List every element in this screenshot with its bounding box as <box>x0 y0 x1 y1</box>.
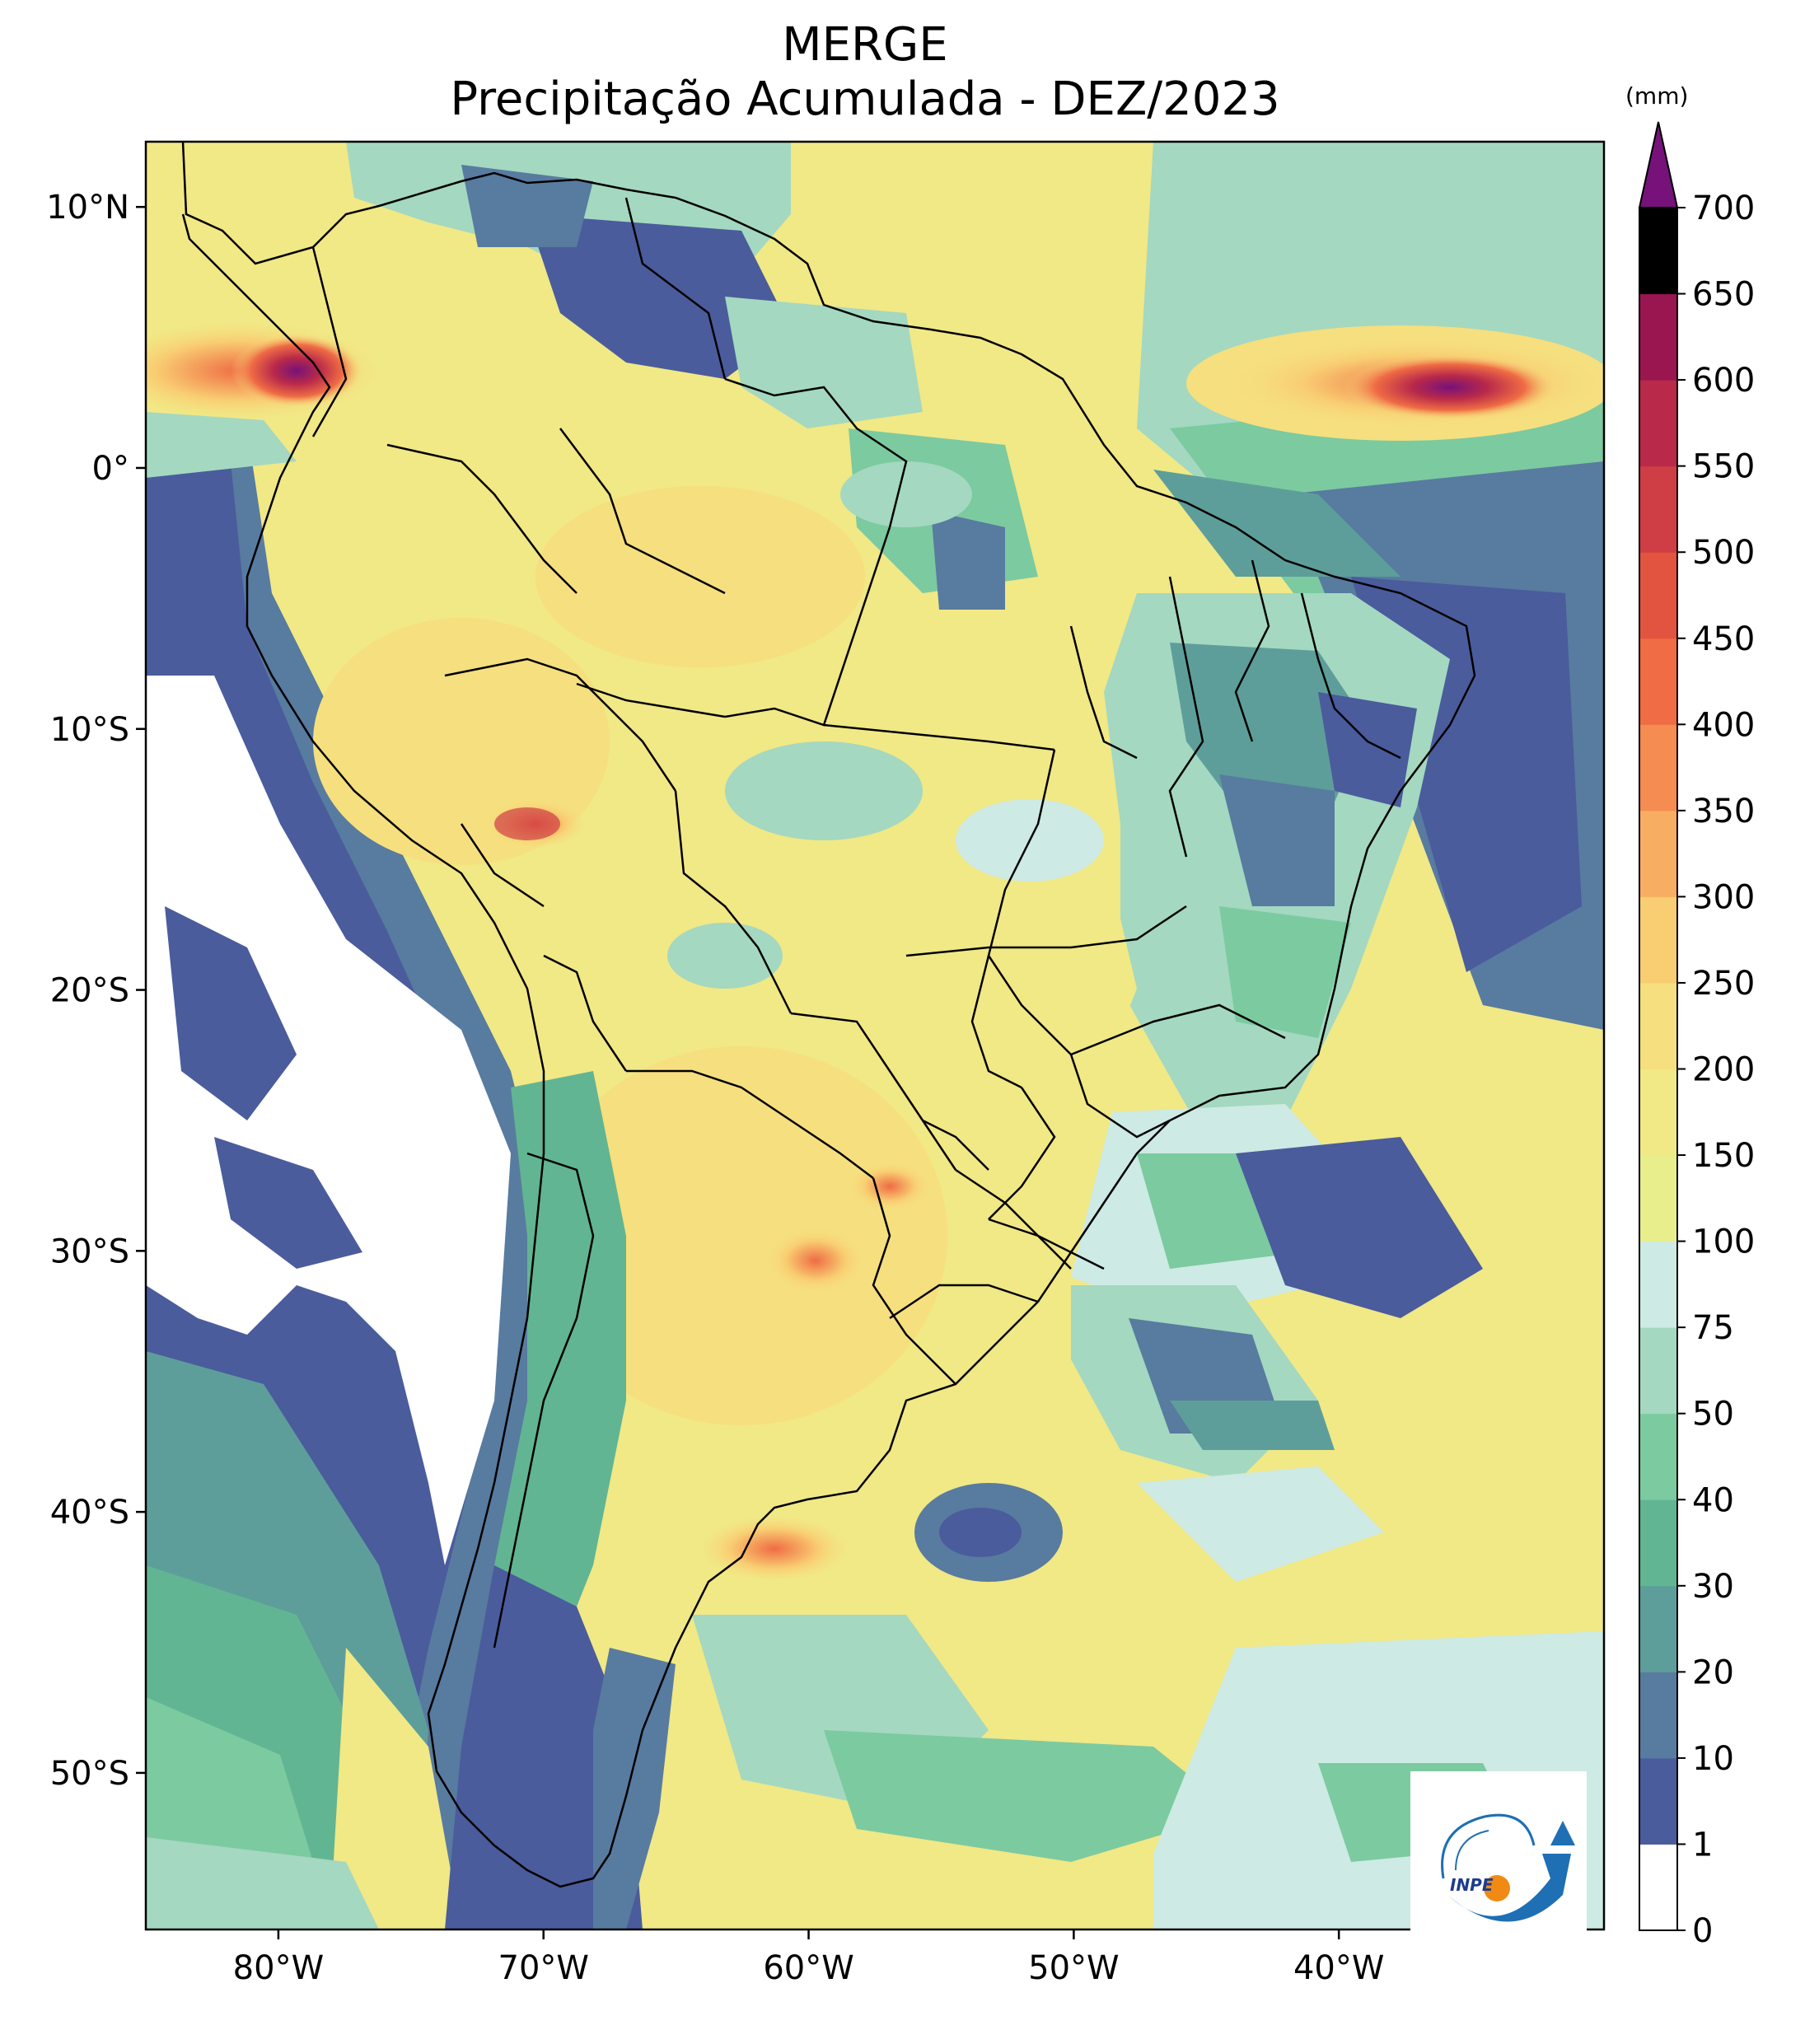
lon-tick-label: 80°W <box>233 1949 324 1987</box>
colorbar: 0 1 10 20 30 40 50 75 100 150 200 250 300 350 400 450 50… <box>1638 121 1755 1950</box>
colorbar-label: 0 <box>1692 1912 1713 1950</box>
colorbar-segment <box>1639 1413 1677 1500</box>
lon-tick-label: 50°W <box>1028 1949 1119 1987</box>
colorbar-label: 300 <box>1692 878 1755 916</box>
state-line <box>905 905 1187 957</box>
map-title: MERGE <box>782 18 948 72</box>
border-line <box>444 657 677 792</box>
state-line <box>460 823 545 908</box>
state-line <box>576 682 726 718</box>
colorbar-segment <box>1639 1844 1677 1931</box>
state-line <box>1069 1054 1171 1139</box>
colorbar-segment <box>1639 1241 1677 1328</box>
colorbar-extend-arrow <box>1638 121 1679 208</box>
colorbar-segment <box>1639 1327 1677 1415</box>
border-line <box>674 790 793 1014</box>
lat-tick-label: 10°S <box>50 711 129 749</box>
colorbar-segment <box>1639 724 1677 812</box>
border-line <box>790 1012 957 1171</box>
colorbar-segment <box>1639 293 1677 381</box>
colorbar-label: 700 <box>1692 189 1755 227</box>
colorbar-segment <box>1639 638 1677 725</box>
state-line <box>988 1087 1056 1220</box>
border-line <box>493 1152 595 1649</box>
colorbar-segment <box>1639 982 1677 1069</box>
colorbar-label: 600 <box>1692 362 1755 400</box>
colorbar-segment <box>1639 1155 1677 1242</box>
boundary-lines <box>181 142 1476 1888</box>
state-line <box>1070 1003 1286 1056</box>
precipitation-field <box>146 142 1604 1929</box>
state-line <box>1234 559 1270 742</box>
border-line <box>955 1168 1072 1270</box>
colorbar-label: 550 <box>1692 448 1755 486</box>
state-line <box>987 749 1072 1055</box>
colorbar-label: 30 <box>1692 1568 1734 1606</box>
colorbar-segment <box>1639 1672 1677 1759</box>
colorbar-label: 150 <box>1692 1137 1755 1175</box>
border-line <box>624 197 727 380</box>
colorbar-label: 100 <box>1692 1223 1755 1261</box>
colorbar-segment <box>1639 552 1677 639</box>
state-line <box>724 526 891 727</box>
border-line <box>386 443 578 594</box>
colorbar-label: 650 <box>1692 276 1755 314</box>
state-line <box>970 955 1022 1089</box>
lon-tick-label: 70°W <box>498 1949 589 1987</box>
lon-tick-label: 60°W <box>763 1949 853 1987</box>
lat-tick-label: 20°S <box>50 972 129 1010</box>
colorbar-segment <box>1639 896 1677 984</box>
lat-tick-label: 50°S <box>50 1755 129 1793</box>
lat-tick-label: 0° <box>92 450 129 488</box>
colorbar-segment <box>1639 1499 1677 1587</box>
longitude-axis: 80°W 70°W 60°W 50°W 40°W <box>233 1929 1384 1987</box>
border-line <box>543 954 628 1072</box>
state-line <box>1168 576 1204 858</box>
state-line <box>823 723 1055 751</box>
latitude-axis: 10°N 0° 10°S 20°S 30°S 40°S 50°S <box>46 189 146 1793</box>
border-line <box>872 1177 956 1385</box>
lon-tick-label: 40°W <box>1293 1949 1384 1987</box>
border-line <box>724 377 908 528</box>
colorbar-label: 200 <box>1692 1051 1755 1089</box>
colorbar-label: 450 <box>1692 620 1755 658</box>
lat-tick-label: 30°S <box>50 1232 129 1270</box>
colorbar-label: 400 <box>1692 706 1755 744</box>
colorbar-label: 250 <box>1692 965 1755 1003</box>
colorbar-segment <box>1639 465 1677 553</box>
logo-text: INPE <box>1450 1875 1494 1895</box>
colorbar-unit: (mm) <box>1625 82 1689 110</box>
border-line <box>311 246 348 437</box>
border-line <box>559 428 726 595</box>
coastline <box>181 142 1476 1888</box>
colorbar-segment <box>1639 810 1677 897</box>
border-line <box>626 1069 874 1179</box>
map-subtitle: Precipitação Acumulada - DEZ/2023 <box>450 72 1280 126</box>
colorbar-label: 75 <box>1692 1309 1734 1347</box>
inpe-logo: INPE <box>1410 1771 1587 1944</box>
inpe-logo-icon: INPE <box>1441 1813 1575 1922</box>
state-line <box>1300 592 1401 760</box>
colorbar-segment <box>1639 208 1677 295</box>
colorbar-label: 50 <box>1692 1396 1734 1434</box>
state-line <box>988 1218 1105 1270</box>
colorbar-segment <box>1639 1585 1677 1672</box>
colorbar-segment <box>1639 380 1677 467</box>
lat-tick-label: 10°N <box>46 189 129 227</box>
state-line <box>1069 625 1138 760</box>
map-frame <box>144 140 1606 1931</box>
colorbar-segment <box>1639 1069 1677 1156</box>
colorbar-label: 40 <box>1692 1481 1734 1519</box>
colorbar-label: 1 <box>1692 1826 1713 1864</box>
state-line <box>889 1284 1039 1320</box>
colorbar-label: 20 <box>1692 1653 1734 1691</box>
colorbar-label: 350 <box>1692 793 1755 830</box>
lat-tick-label: 40°S <box>50 1494 129 1532</box>
colorbar-label: 500 <box>1692 534 1755 572</box>
state-line <box>922 1119 989 1171</box>
colorbar-label: 10 <box>1692 1740 1734 1778</box>
colorbar-segment <box>1639 1757 1677 1845</box>
